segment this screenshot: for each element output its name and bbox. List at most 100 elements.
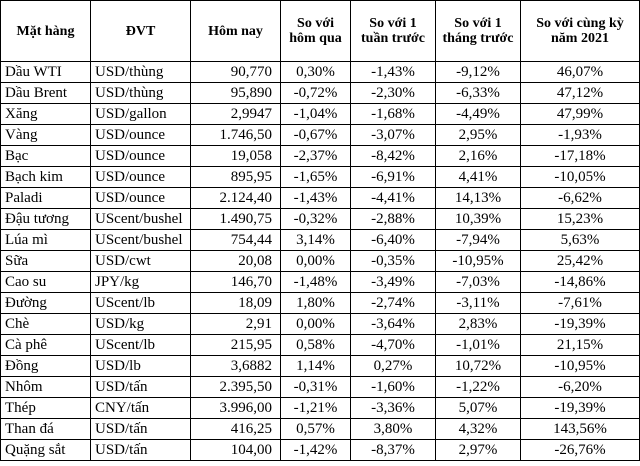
header-cell: Mặt hàng — [0, 0, 91, 62]
table-cell: -17,18% — [520, 145, 640, 167]
table-cell: USD/thùng — [90, 61, 191, 83]
table-cell: UScent/lb — [90, 292, 191, 314]
table-cell: Nhôm — [0, 376, 91, 398]
table-cell: 2,95% — [435, 124, 521, 146]
table-cell: JPY/kg — [90, 271, 191, 293]
table-cell: -6,91% — [350, 166, 436, 188]
table-cell: 0,58% — [280, 334, 351, 356]
table-cell: 5,07% — [435, 397, 521, 419]
header-cell: So với 1 tuần trước — [350, 0, 436, 62]
table-cell: 3,6882 — [190, 355, 281, 377]
table-cell: -4,41% — [350, 187, 436, 209]
table-cell: CNY/tấn — [90, 397, 191, 419]
table-cell: -6,62% — [520, 187, 640, 209]
table-cell: USD/ounce — [90, 124, 191, 146]
table-cell: -2,74% — [350, 292, 436, 314]
table-cell: 15,23% — [520, 208, 640, 230]
table-cell: 0,27% — [350, 355, 436, 377]
table-cell: USD/tấn — [90, 418, 191, 440]
table-cell: USD/thùng — [90, 82, 191, 104]
table-cell: -1,22% — [435, 376, 521, 398]
table-cell: -6,40% — [350, 229, 436, 251]
table-cell: -1,01% — [435, 334, 521, 356]
table-cell: -0,67% — [280, 124, 351, 146]
table-row: Bạch kim USD/ounce 895,95 -1,65% -6,91% 4,41%… — [0, 166, 640, 188]
table-cell: -3,07% — [350, 124, 436, 146]
table-cell: Vàng — [0, 124, 91, 146]
table-cell: 0,30% — [280, 61, 351, 83]
table-row: Quặng sắt USD/tấn 104,00 -1,42% -8,37% 2,97% -… — [0, 439, 640, 461]
table-cell: -3,49% — [350, 271, 436, 293]
table-cell: -8,42% — [350, 145, 436, 167]
table-cell: UScent/bushel — [90, 208, 191, 230]
header-row: Mặt hàng ĐVT Hôm nay So với hôm qua So với 1… — [0, 0, 640, 62]
table-cell: 2,16% — [435, 145, 521, 167]
table-cell: 2,9947 — [190, 103, 281, 125]
table-cell: 25,42% — [520, 250, 640, 272]
table-body: Dầu WTI USD/thùng 90,770 0,30% -1,43% -9,12% 4… — [0, 61, 640, 461]
table-row: Thép CNY/tấn 3.996,00 -1,21% -3,36% 5,07% -19,… — [0, 397, 640, 419]
table-cell: 20,08 — [190, 250, 281, 272]
table-cell: -0,32% — [280, 208, 351, 230]
table-cell: 19,058 — [190, 145, 281, 167]
table-cell: Dầu WTI — [0, 61, 91, 83]
table-row: Cà phê UScent/lb 215,95 0,58% -4,70% -1,01% 21… — [0, 334, 640, 356]
table-cell: 5,63% — [520, 229, 640, 251]
table-cell: 1,14% — [280, 355, 351, 377]
table-cell: -2,88% — [350, 208, 436, 230]
table-row: Xăng USD/gallon 2,9947 -1,04% -1,68% -4,49% 47… — [0, 103, 640, 125]
table-row: Bạc USD/ounce 19,058 -2,37% -8,42% 2,16% -17,1… — [0, 145, 640, 167]
table-row: Vàng USD/ounce 1.746,50 -0,67% -3,07% 2,95% -1… — [0, 124, 640, 146]
table-row: Lúa mì UScent/bushel 754,44 3,14% -6,40% -7,9… — [0, 229, 640, 251]
table-row: Sữa USD/cwt 20,08 0,00% -0,35% -10,95% 25,42% — [0, 250, 640, 272]
table-cell: -4,70% — [350, 334, 436, 356]
table-cell: -3,11% — [435, 292, 521, 314]
table-cell: -1,48% — [280, 271, 351, 293]
table-cell: -1,43% — [280, 187, 351, 209]
table-cell: 2,97% — [435, 439, 521, 461]
table-cell: USD/ounce — [90, 187, 191, 209]
table-row: Đồng USD/lb 3,6882 1,14% 0,27% 10,72% -10,95% — [0, 355, 640, 377]
table-cell: -1,42% — [280, 439, 351, 461]
table-cell: -7,94% — [435, 229, 521, 251]
table-cell: 143,56% — [520, 418, 640, 440]
table-cell: 47,99% — [520, 103, 640, 125]
table-cell: -1,68% — [350, 103, 436, 125]
table-cell: -2,37% — [280, 145, 351, 167]
table-cell: 3,80% — [350, 418, 436, 440]
table-cell: Đậu tương — [0, 208, 91, 230]
table-cell: 2,83% — [435, 313, 521, 335]
table-cell: 95,890 — [190, 82, 281, 104]
table-cell: -2,30% — [350, 82, 436, 104]
table-row: Đậu tương UScent/bushel 1.490,75 -0,32% -2,8… — [0, 208, 640, 230]
table-cell: UScent/bushel — [90, 229, 191, 251]
header-cell: So với hôm qua — [280, 0, 351, 62]
table-cell: Bạch kim — [0, 166, 91, 188]
table-cell: -0,31% — [280, 376, 351, 398]
table-cell: 18,09 — [190, 292, 281, 314]
table-cell: 47,12% — [520, 82, 640, 104]
table-cell: 146,70 — [190, 271, 281, 293]
table-cell: -14,86% — [520, 271, 640, 293]
table-cell: -7,61% — [520, 292, 640, 314]
table-cell: -10,05% — [520, 166, 640, 188]
table-cell: Dầu Brent — [0, 82, 91, 104]
header-cell: ĐVT — [90, 0, 191, 62]
table-cell: 2.395,50 — [190, 376, 281, 398]
table-cell: 3,14% — [280, 229, 351, 251]
table-cell: Đường — [0, 292, 91, 314]
table-row: Paladi USD/ounce 2.124,40 -1,43% -4,41% 14,13… — [0, 187, 640, 209]
table-cell: -9,12% — [435, 61, 521, 83]
table-cell: -0,35% — [350, 250, 436, 272]
table-cell: 14,13% — [435, 187, 521, 209]
table-cell: 895,95 — [190, 166, 281, 188]
table-row: Nhôm USD/tấn 2.395,50 -0,31% -1,60% -1,22% -6,… — [0, 376, 640, 398]
table-cell: Cà phê — [0, 334, 91, 356]
table-cell: -1,65% — [280, 166, 351, 188]
table-cell: Xăng — [0, 103, 91, 125]
table-cell: 21,15% — [520, 334, 640, 356]
table-cell: USD/cwt — [90, 250, 191, 272]
table-cell: -6,33% — [435, 82, 521, 104]
